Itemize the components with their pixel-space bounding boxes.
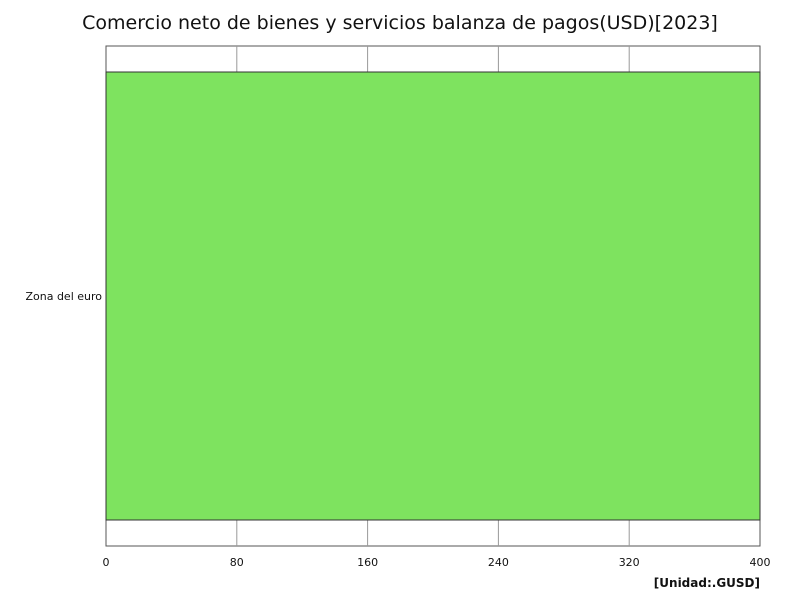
category-label: Zona del euro [25, 290, 102, 303]
x-tick-label: 160 [357, 556, 378, 569]
x-tick-label: 240 [488, 556, 509, 569]
x-tick-label: 80 [230, 556, 244, 569]
unit-label: [Unidad:.GUSD] [653, 576, 760, 590]
bar [105, 71, 761, 521]
x-tick-label: 400 [750, 556, 771, 569]
x-tick-label: 320 [619, 556, 640, 569]
chart-title: Comercio neto de bienes y servicios bala… [82, 12, 718, 34]
x-tick-label: 0 [103, 556, 110, 569]
